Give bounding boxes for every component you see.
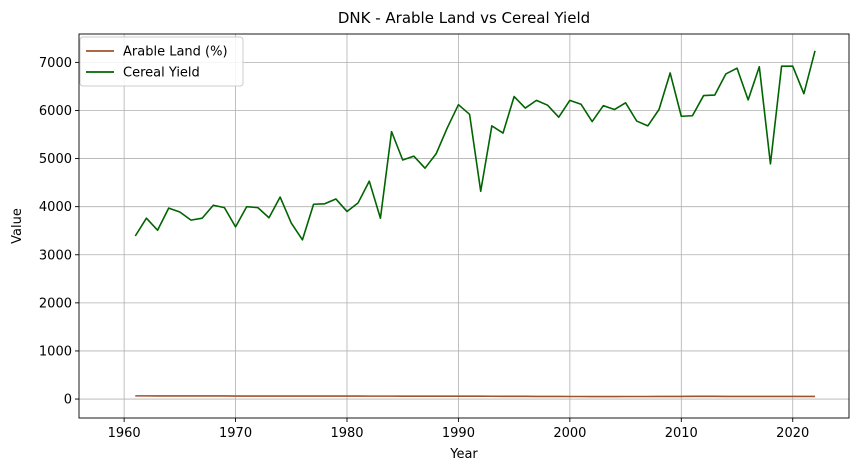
legend-entry-label: Arable Land (%): [123, 45, 228, 60]
y-tick-label: 2000: [39, 296, 72, 311]
ticks: 1960 1970 1980 1990 2000 2010 2020 0 1000 2000 300…: [39, 56, 809, 441]
y-tick-label: 4000: [39, 200, 72, 215]
x-tick-label: 2010: [665, 426, 698, 441]
y-tick-label: 6000: [39, 104, 72, 119]
x-tick-label: 1970: [219, 426, 252, 441]
cereal-yield-series-line: [134, 50, 816, 241]
arable-land-series-line: [135, 395, 816, 398]
series-layer: [134, 50, 816, 398]
chart-title: DNK - Arable Land vs Cereal Yield: [338, 9, 590, 27]
x-tick-label: 1980: [330, 426, 363, 441]
x-tick-label: 1990: [442, 426, 475, 441]
x-tick-label: 2000: [553, 426, 586, 441]
y-tick-label: 7000: [39, 56, 72, 71]
y-tick-label: 3000: [39, 248, 72, 263]
legend-entry-label: Cereal Yield: [123, 66, 200, 81]
x-tick-label: 1960: [108, 426, 141, 441]
x-tick-label: 2020: [776, 426, 809, 441]
y-tick-label: 0: [64, 393, 72, 408]
legend: Arable Land (%) Cereal Yield: [79, 36, 244, 87]
plot-frame: [78, 33, 850, 419]
y-tick-label: 5000: [39, 152, 72, 167]
legend-box: [79, 36, 244, 87]
y-tick-label: 1000: [39, 344, 72, 359]
x-axis-label: Year: [449, 447, 478, 462]
y-axis-label: Value: [10, 208, 25, 244]
